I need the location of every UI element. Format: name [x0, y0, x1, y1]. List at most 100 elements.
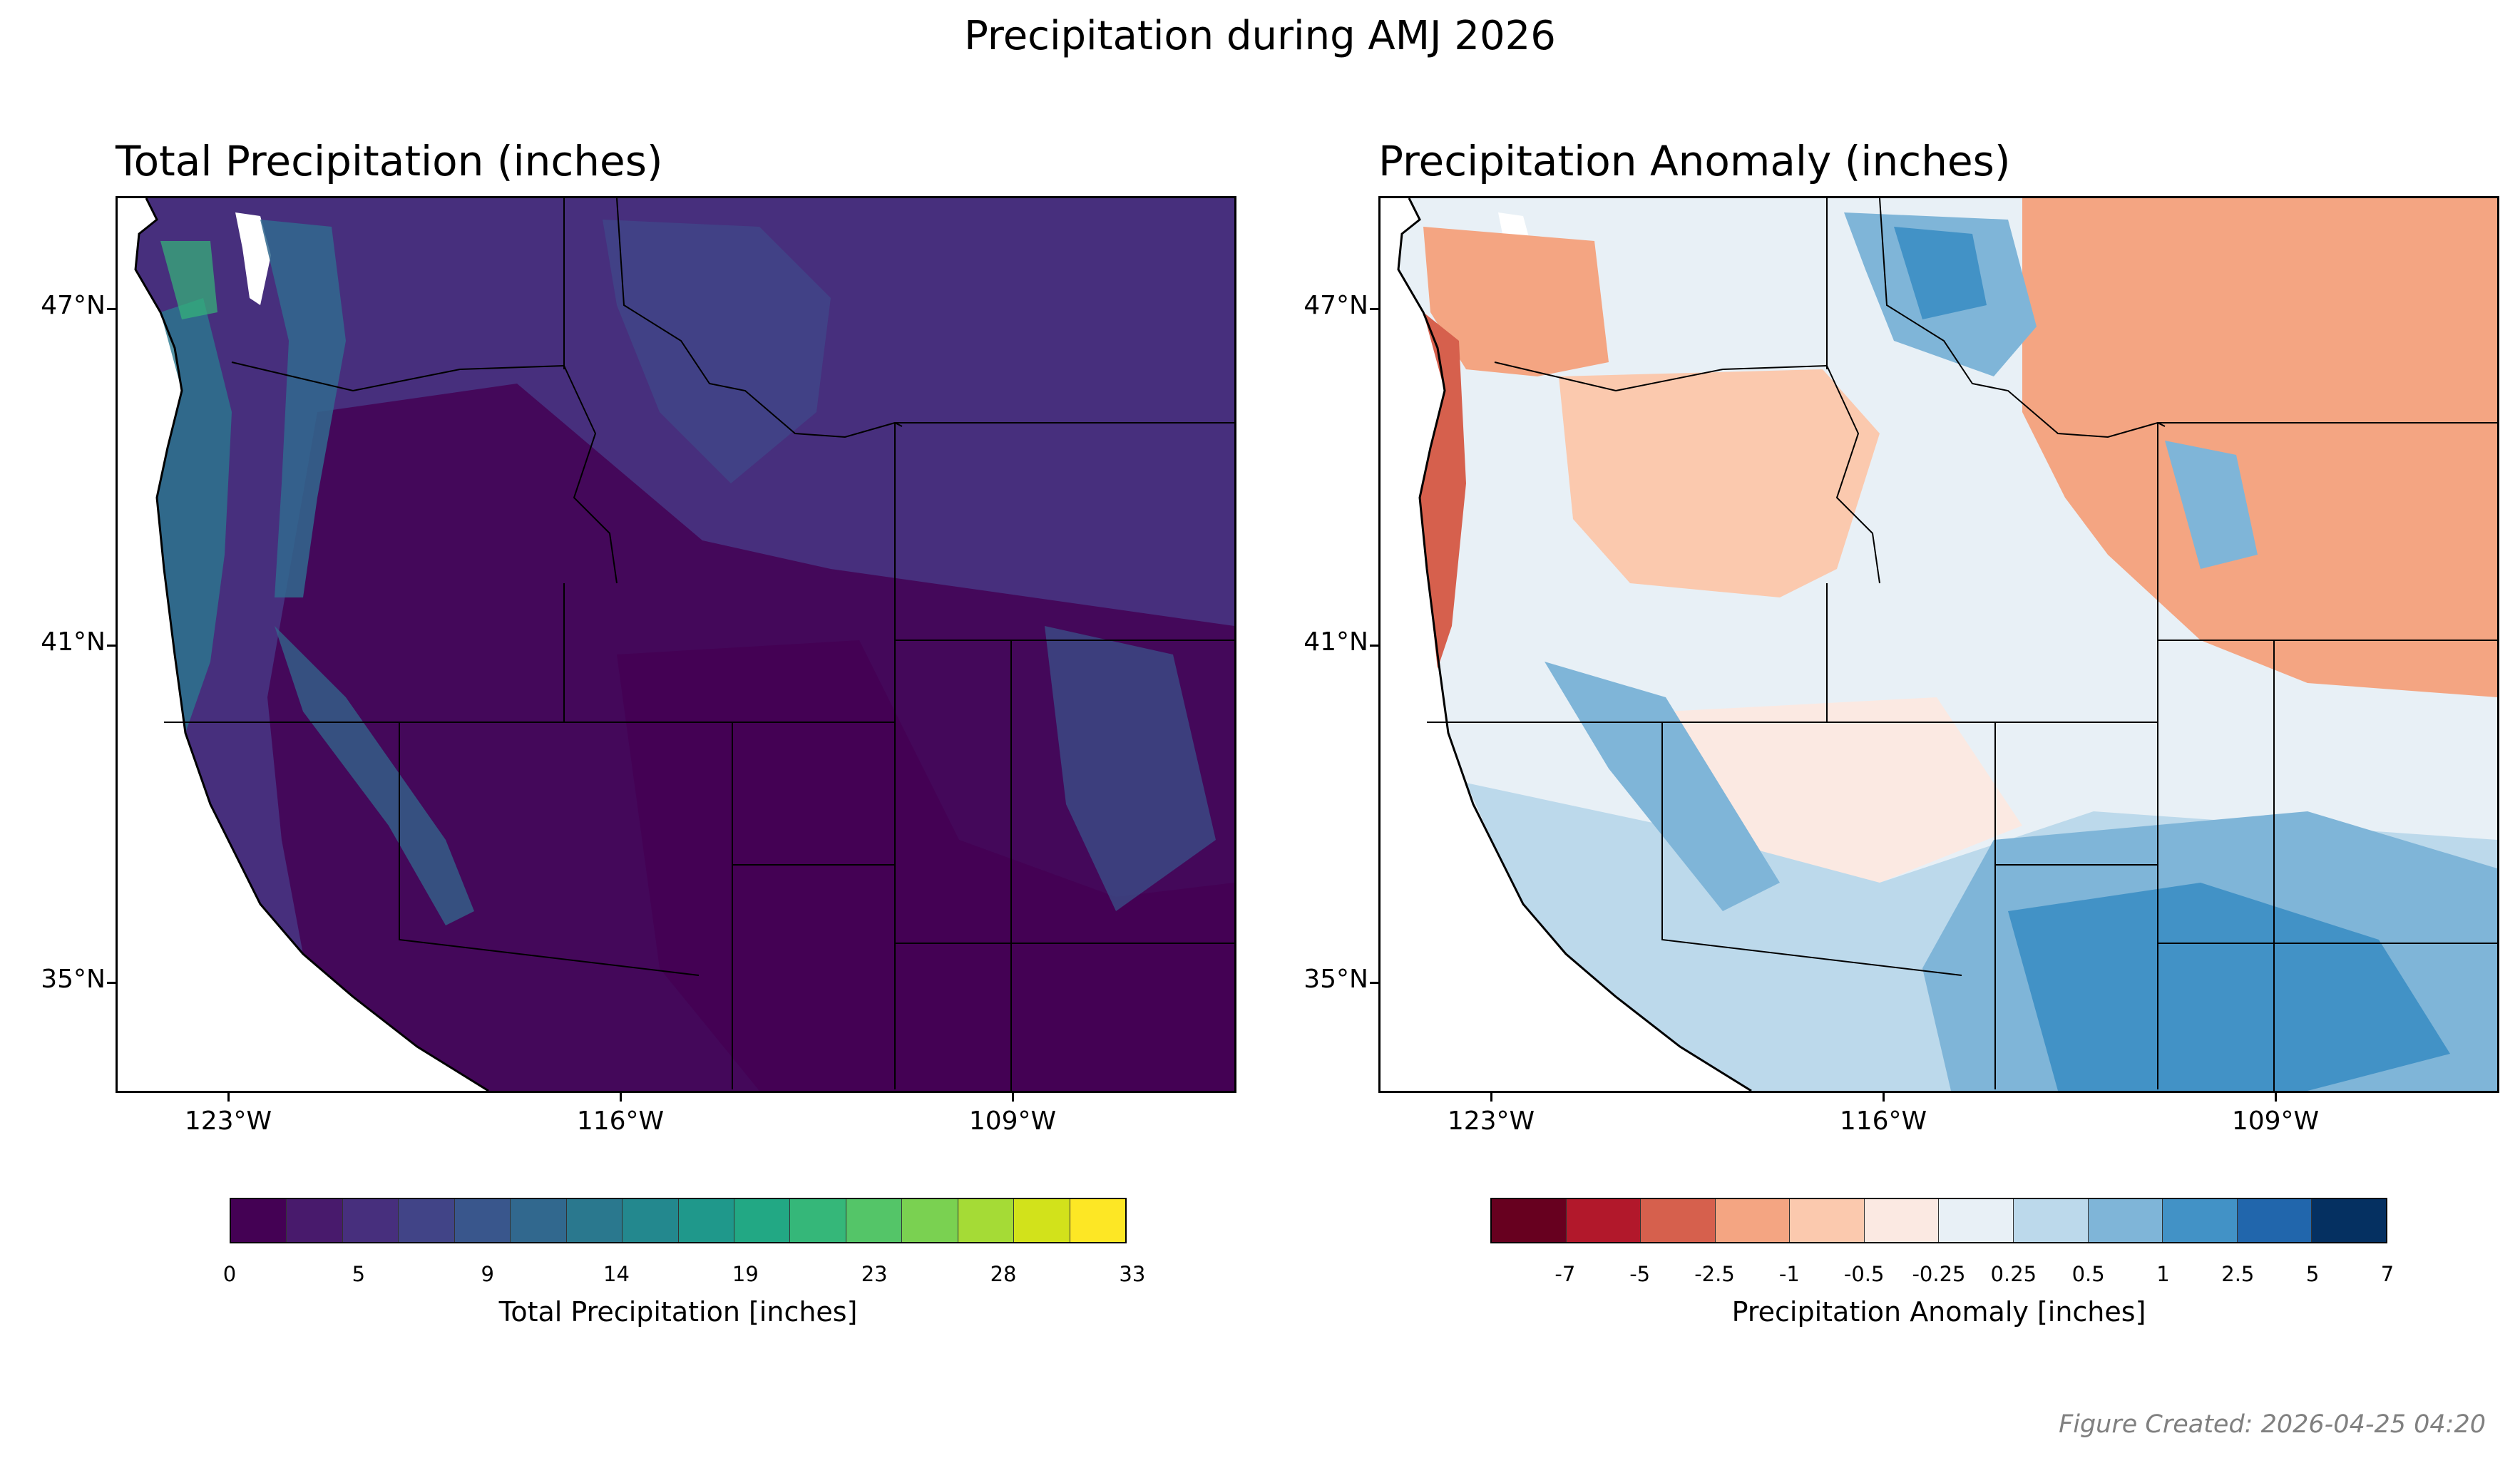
lat-label-41: 41°N — [41, 627, 106, 657]
colorbar-swatch — [734, 1199, 791, 1242]
lat-label-35: 35°N — [1303, 965, 1368, 994]
dry-region-basin — [617, 640, 1234, 1091]
colorbar-swatch — [2088, 1199, 2163, 1242]
colorbar-tick-label: -5 — [1629, 1262, 1651, 1286]
wet-anomaly-core — [2008, 883, 2450, 1091]
colorbar-tick-label: -0.25 — [1912, 1262, 1966, 1286]
lat-label-47: 47°N — [41, 291, 106, 320]
colorbar-swatch — [454, 1199, 511, 1242]
figure-title: Precipitation during AMJ 2026 — [964, 13, 1556, 59]
colorbar-swatch — [1641, 1199, 1716, 1242]
lon-label-123: 123°W — [184, 1107, 272, 1136]
colorbar-tick-label: 7 — [2380, 1262, 2394, 1286]
colorbar-tick-label: 0.25 — [1990, 1262, 2037, 1286]
lon-tick — [227, 1093, 230, 1102]
dry-anomaly-northeast — [2022, 198, 2497, 697]
lon-label-116: 116°W — [576, 1107, 665, 1136]
colorbar-swatch — [287, 1199, 343, 1242]
lon-label-116: 116°W — [1839, 1107, 1927, 1136]
lat-tick — [107, 645, 116, 647]
colorbar-tick-label: 14 — [603, 1262, 630, 1286]
lat-label-35: 35°N — [41, 965, 106, 994]
colorbar-swatch — [1070, 1199, 1125, 1242]
colorbar-swatch — [678, 1199, 734, 1242]
lat-label-47: 47°N — [1303, 291, 1368, 320]
colorbar-tick-label: 5 — [352, 1262, 366, 1286]
colorbar-swatch — [2163, 1199, 2238, 1242]
dry-anomaly-oregon — [1559, 369, 1880, 597]
colorbar-swatch — [231, 1199, 287, 1242]
colorbar-swatch — [2014, 1199, 2089, 1242]
colorbar-swatch — [1014, 1199, 1070, 1242]
colorbar-tick-label: 28 — [990, 1262, 1017, 1286]
colorbar-total-label: Total Precipitation [inches] — [498, 1296, 858, 1328]
ocean — [1381, 198, 1751, 1091]
lon-label-109: 109°W — [968, 1107, 1057, 1136]
lon-tick — [2275, 1093, 2277, 1102]
colorbar-tick-label: -7 — [1554, 1262, 1576, 1286]
colorbar-swatch — [958, 1199, 1015, 1242]
panel-title-total: Total Precipitation (inches) — [116, 137, 663, 185]
colorbar-swatch — [1864, 1199, 1940, 1242]
colorbar-swatch — [1715, 1199, 1791, 1242]
colorbar-swatch — [2312, 1199, 2386, 1242]
ocean — [118, 198, 488, 1091]
colorbar-swatch — [1939, 1199, 2014, 1242]
colorbar-tick-label: 1 — [2156, 1262, 2170, 1286]
colorbar-anomaly — [1490, 1198, 2387, 1243]
colorbar-tick-label: 9 — [481, 1262, 494, 1286]
colorbar-swatch — [2237, 1199, 2312, 1242]
colorbar-tick-label: -1 — [1778, 1262, 1800, 1286]
colorbar-tick-label: 5 — [2305, 1262, 2320, 1286]
colorbar-total — [230, 1198, 1127, 1243]
colorbar-tick-label: 19 — [732, 1262, 759, 1286]
lon-label-109: 109°W — [2231, 1107, 2320, 1136]
colorbar-swatch — [566, 1199, 623, 1242]
lon-tick — [1883, 1093, 1885, 1102]
lat-tick — [1370, 308, 1378, 310]
wet-band-coast — [157, 298, 232, 733]
colorbar-swatch — [1566, 1199, 1641, 1242]
state-borders — [1427, 198, 2497, 1091]
lon-tick — [1012, 1093, 1014, 1102]
lat-tick — [107, 982, 116, 984]
wet-sierra — [275, 626, 474, 925]
state-borders — [164, 198, 1234, 1091]
lon-tick — [620, 1093, 622, 1102]
figure-credit: Figure Created: 2026-04-25 04:20 — [2059, 1410, 2486, 1439]
colorbar-tick-label: 0.5 — [2071, 1262, 2105, 1286]
colorbar-tick-label: -0.5 — [1843, 1262, 1885, 1286]
panel-title-anomaly: Precipitation Anomaly (inches) — [1378, 137, 2011, 185]
map-total-precipitation[interactable] — [116, 196, 1236, 1093]
colorbar-tick-label: 33 — [1119, 1262, 1146, 1286]
colorbar-swatch — [511, 1199, 567, 1242]
colorbar-swatch — [342, 1199, 399, 1242]
colorbar-swatch — [623, 1199, 679, 1242]
colorbar-swatch — [399, 1199, 455, 1242]
puget-sound — [235, 212, 271, 305]
dry-anomaly-nevada — [1666, 697, 2022, 883]
colorbar-tick-label: 0 — [222, 1262, 237, 1286]
wet-anomaly-wyoming — [2165, 441, 2258, 569]
lat-tick — [1370, 645, 1378, 647]
colorbar-swatch — [902, 1199, 958, 1242]
colorbar-swatch — [1492, 1199, 1567, 1242]
coastline — [1397, 198, 1752, 1091]
colorbar-tick-label: -2.5 — [1694, 1262, 1735, 1286]
colorbar-anomaly-label: Precipitation Anomaly [inches] — [1731, 1296, 2146, 1328]
lat-tick — [1370, 982, 1378, 984]
colorbar-swatch — [790, 1199, 846, 1242]
dry-anomaly-coast — [1420, 312, 1466, 669]
wet-olympics — [160, 241, 217, 319]
lon-tick — [1490, 1093, 1492, 1102]
lat-tick — [107, 308, 116, 310]
colorbar-tick-label: 23 — [861, 1262, 888, 1286]
wet-band-cascades — [260, 220, 346, 597]
lon-label-123: 123°W — [1447, 1107, 1535, 1136]
colorbar-tick-label: 2.5 — [2221, 1262, 2255, 1286]
lat-label-41: 41°N — [1303, 627, 1368, 657]
wet-rockies-colorado — [1045, 626, 1216, 911]
map-precipitation-anomaly[interactable] — [1378, 196, 2499, 1093]
colorbar-swatch — [846, 1199, 903, 1242]
coastline — [134, 198, 489, 1091]
